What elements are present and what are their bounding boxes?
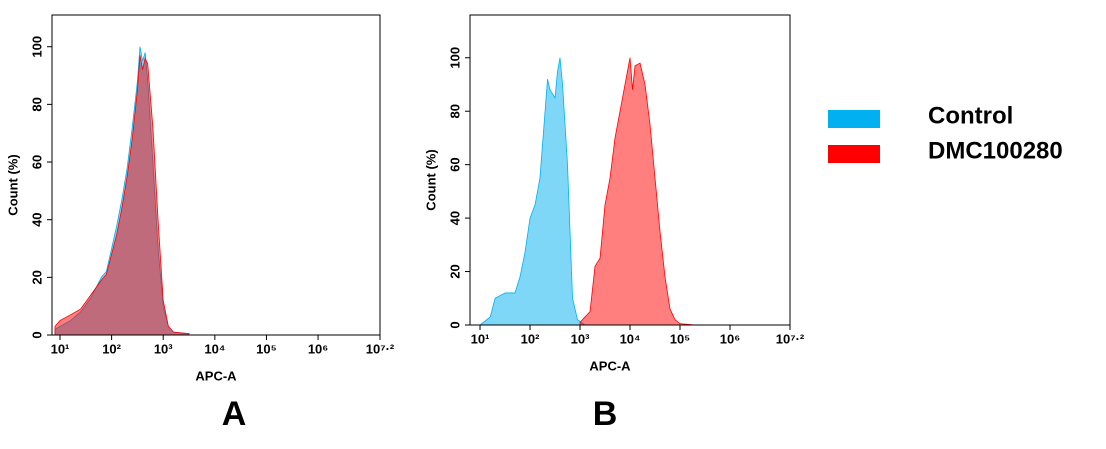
x-tick-label: 10¹	[51, 341, 70, 356]
x-tick-label: 10⁵	[256, 341, 277, 356]
y-tick-label: 40	[29, 212, 44, 226]
y-tick-label: 0	[29, 331, 44, 338]
y-tick-label: 60	[447, 157, 462, 171]
x-tick-label: 10⁶	[308, 341, 328, 356]
y-tick-label: 20	[447, 264, 462, 278]
y-tick-label: 0	[447, 321, 462, 328]
x-tick-label: 10⁵	[670, 331, 691, 346]
legend-swatch	[828, 110, 880, 128]
histogram-area	[54, 55, 190, 336]
y-tick-label: 40	[447, 211, 462, 225]
y-tick-label: 20	[29, 270, 44, 284]
x-tick-label: 10¹	[471, 331, 490, 346]
y-axis-label: Count (%)	[423, 149, 438, 210]
x-tick-label: 10⁷·²	[366, 341, 395, 356]
x-tick-label: 10²	[521, 331, 540, 346]
y-tick-label: 100	[447, 47, 462, 69]
y-tick-label: 100	[29, 36, 44, 58]
y-tick-label: 60	[29, 155, 44, 169]
legend-label: Control	[928, 102, 1013, 129]
panel-label: A	[222, 395, 247, 433]
x-tick-label: 10³	[154, 341, 173, 356]
x-tick-label: 10³	[571, 331, 590, 346]
legend-label: DMC100280	[928, 137, 1063, 164]
panel-label: B	[593, 395, 618, 433]
plot-frame	[51, 14, 381, 336]
x-tick-label: 10⁶	[720, 331, 740, 346]
x-tick-label: 10²	[102, 341, 121, 356]
x-tick-label: 10⁴	[620, 331, 641, 346]
y-tick-label: 80	[29, 97, 44, 111]
x-tick-label: 10⁷·²	[776, 331, 805, 346]
x-axis-label: APC-A	[195, 368, 237, 383]
histogram-area	[478, 57, 587, 326]
x-axis-label: APC-A	[589, 358, 631, 373]
x-tick-label: 10⁴	[204, 341, 225, 356]
y-axis-label: Count (%)	[5, 154, 20, 215]
histogram-area	[579, 57, 696, 326]
y-tick-label: 80	[447, 104, 462, 118]
legend-swatch	[828, 145, 880, 163]
